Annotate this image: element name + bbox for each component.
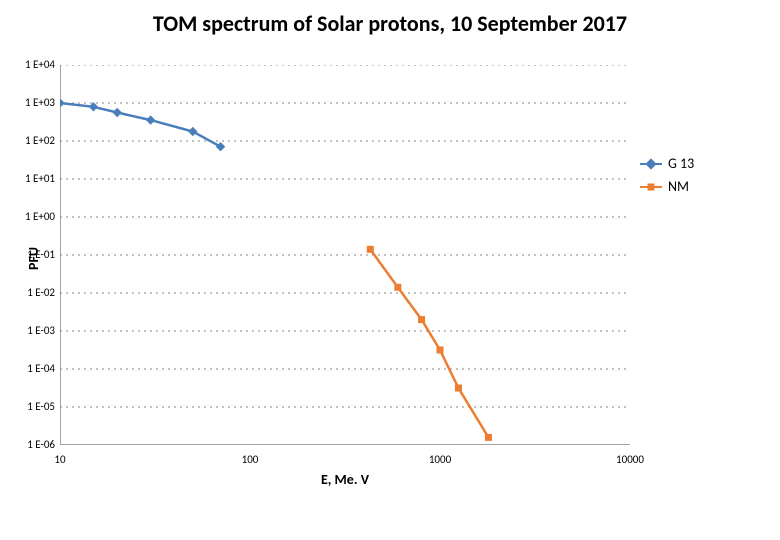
legend-swatch	[640, 163, 662, 165]
x-axis-label: E, Me. V	[305, 471, 385, 488]
y-tick: 1 E-01	[5, 248, 55, 261]
y-tick: 1 E-03	[5, 324, 55, 337]
x-tick: 100	[230, 453, 270, 466]
y-tick: 1 E+02	[5, 134, 55, 147]
legend: G 13 NM	[640, 155, 694, 201]
y-tick: 1 E-05	[5, 400, 55, 413]
plot-svg	[60, 65, 630, 445]
legend-label: G 13	[668, 155, 694, 172]
legend-label: NM	[668, 178, 689, 195]
legend-item: NM	[640, 178, 694, 195]
x-tick: 1000	[420, 453, 460, 466]
y-tick: 1 E-04	[5, 362, 55, 375]
x-tick: 10000	[610, 453, 650, 466]
y-tick: 1 E+01	[5, 172, 55, 185]
y-tick: 1 E+00	[5, 210, 55, 223]
y-tick: 1 E+03	[5, 96, 55, 109]
y-tick: 1 E-02	[5, 286, 55, 299]
chart-area	[60, 65, 630, 450]
y-tick: 1 E+04	[5, 58, 55, 71]
legend-swatch	[640, 186, 662, 188]
y-tick: 1 E-06	[5, 438, 55, 451]
chart-title: TOM spectrum of Solar protons, 10 Septem…	[0, 10, 780, 37]
x-tick: 10	[40, 453, 80, 466]
legend-item: G 13	[640, 155, 694, 172]
